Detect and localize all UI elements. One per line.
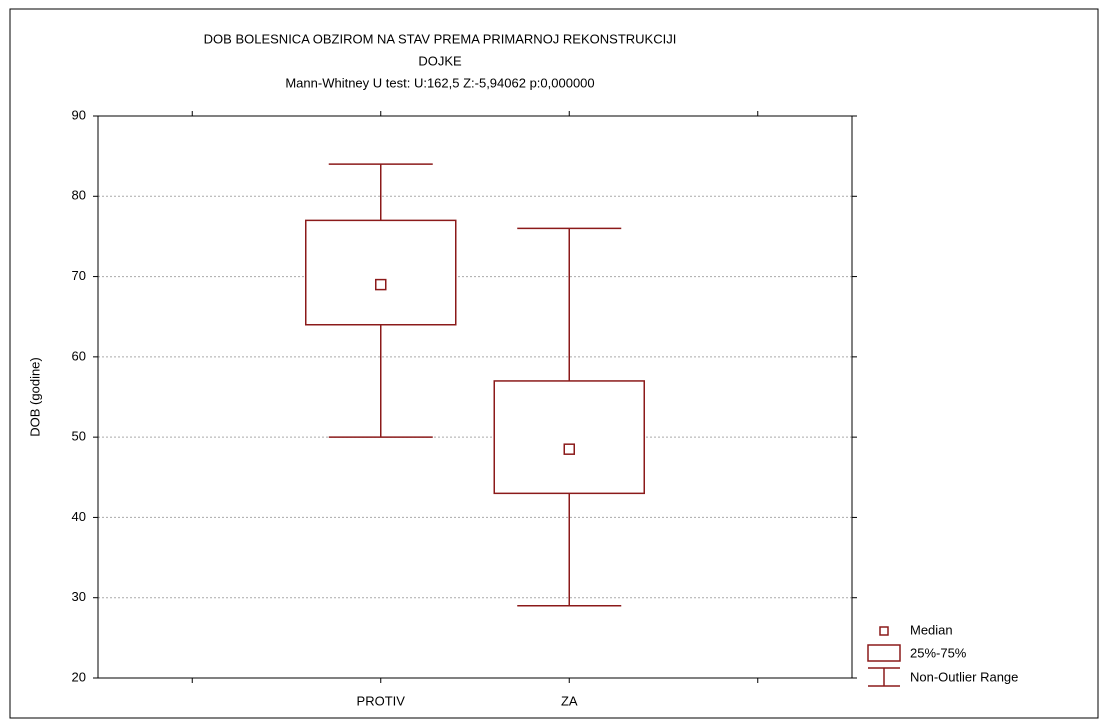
legend-label: Non-Outlier Range xyxy=(910,669,1018,684)
x-tick-label: ZA xyxy=(561,693,578,708)
y-tick-label: 30 xyxy=(72,589,86,604)
x-tick-label: PROTIV xyxy=(357,693,406,708)
y-tick-label: 60 xyxy=(72,348,86,363)
y-tick-label: 80 xyxy=(72,188,86,203)
chart-title: DOB BOLESNICA OBZIROM NA STAV PREMA PRIM… xyxy=(204,31,677,46)
chart-subtitle: Mann-Whitney U test: U:162,5 Z:-5,94062 … xyxy=(285,75,594,90)
y-tick-label: 70 xyxy=(72,268,86,283)
legend-box-icon xyxy=(867,644,901,662)
plot-area xyxy=(97,115,853,679)
y-tick-label: 90 xyxy=(72,107,86,122)
median-marker xyxy=(563,443,575,455)
legend-label: 25%-75% xyxy=(910,645,967,660)
box xyxy=(305,219,457,326)
y-axis-label: DOB (godine) xyxy=(27,357,42,436)
median-marker xyxy=(375,278,387,291)
y-tick-label: 50 xyxy=(72,429,86,444)
y-tick-label: 40 xyxy=(72,509,86,524)
y-tick-label: 20 xyxy=(72,669,86,684)
legend-median-icon xyxy=(879,626,889,636)
chart-title: DOJKE xyxy=(418,53,462,68)
frame xyxy=(9,8,1099,719)
legend-label: Median xyxy=(910,622,953,637)
box xyxy=(493,380,645,495)
